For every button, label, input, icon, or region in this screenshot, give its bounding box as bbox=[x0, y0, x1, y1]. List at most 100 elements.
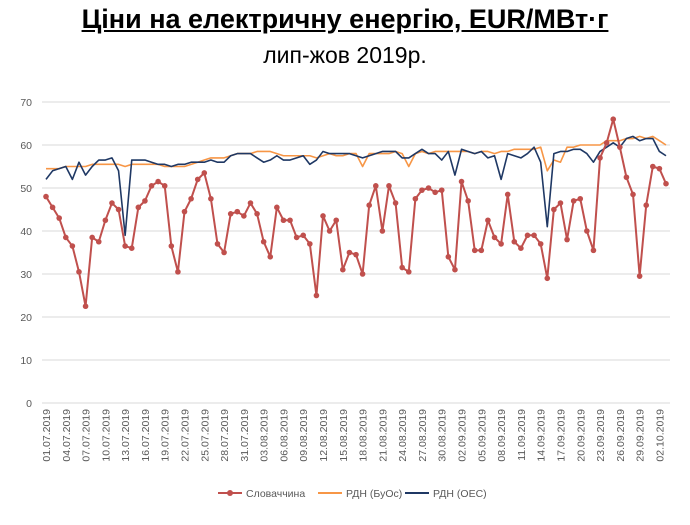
data-point bbox=[557, 200, 564, 206]
data-point bbox=[115, 206, 122, 213]
data-point bbox=[234, 208, 241, 215]
x-tick-label: 20.09.2019 bbox=[575, 409, 587, 462]
y-tick-label: 10 bbox=[20, 355, 32, 367]
y-tick-label: 0 bbox=[26, 398, 32, 410]
x-tick-label: 09.08.2019 bbox=[298, 409, 310, 462]
x-tick-label: 12.08.2019 bbox=[318, 409, 330, 462]
data-point bbox=[412, 195, 419, 202]
data-point bbox=[254, 211, 260, 217]
data-point bbox=[155, 178, 161, 185]
y-tick-label: 40 bbox=[20, 226, 32, 238]
data-point bbox=[511, 238, 518, 245]
x-tick-label: 29.09.2019 bbox=[635, 409, 647, 462]
x-tick-label: 24.08.2019 bbox=[397, 409, 409, 462]
data-point bbox=[458, 178, 465, 185]
data-point bbox=[617, 144, 623, 150]
data-point bbox=[438, 187, 445, 193]
x-tick-label: 07.07.2019 bbox=[81, 409, 93, 462]
x-tick-label: 08.09.2019 bbox=[496, 409, 508, 462]
data-point bbox=[636, 273, 643, 279]
data-point bbox=[570, 198, 577, 204]
data-point bbox=[181, 208, 188, 215]
data-point bbox=[188, 195, 194, 202]
data-point bbox=[326, 228, 333, 234]
legend: Словаччина РДН (БуОс) РДН (ОЕС) bbox=[218, 488, 487, 500]
x-tick-label: 21.08.2019 bbox=[377, 409, 389, 462]
y-tick-label: 30 bbox=[20, 269, 32, 281]
data-point bbox=[135, 204, 142, 211]
data-point bbox=[564, 236, 570, 243]
x-tick-label: 11.09.2019 bbox=[516, 409, 528, 461]
x-tick-label: 01.07.2019 bbox=[41, 409, 53, 462]
y-tick-label: 50 bbox=[20, 183, 32, 195]
data-point bbox=[346, 249, 353, 256]
data-point bbox=[247, 200, 254, 206]
series-line-2 bbox=[45, 135, 667, 237]
x-tick-label: 22.07.2019 bbox=[180, 409, 192, 462]
x-tick-label: 13.07.2019 bbox=[120, 409, 132, 462]
data-point bbox=[623, 174, 630, 181]
data-point bbox=[221, 249, 227, 256]
data-point bbox=[142, 198, 148, 204]
legend-label-1: РДН (БуОс) bbox=[346, 488, 402, 500]
data-point bbox=[656, 165, 663, 172]
x-tick-label: 27.08.2019 bbox=[417, 409, 429, 462]
y-tick-label: 60 bbox=[20, 140, 32, 152]
data-point bbox=[372, 183, 379, 189]
data-point bbox=[208, 195, 214, 202]
x-tick-label: 28.07.2019 bbox=[219, 409, 231, 462]
data-point bbox=[399, 264, 405, 271]
data-point bbox=[82, 303, 89, 310]
data-point bbox=[603, 140, 610, 146]
data-point bbox=[260, 238, 267, 245]
data-point bbox=[366, 202, 372, 208]
data-point bbox=[49, 204, 56, 211]
data-point bbox=[544, 275, 551, 282]
data-point bbox=[590, 247, 597, 254]
data-point bbox=[465, 198, 471, 204]
data-point bbox=[287, 217, 293, 224]
data-point bbox=[76, 269, 82, 275]
data-point bbox=[214, 241, 221, 247]
data-point bbox=[95, 238, 102, 245]
data-point bbox=[340, 266, 346, 273]
data-point bbox=[524, 232, 531, 239]
data-point bbox=[445, 253, 452, 260]
x-tick-label: 02.10.2019 bbox=[654, 409, 666, 462]
x-tick-label: 04.07.2019 bbox=[61, 409, 73, 462]
data-point bbox=[650, 163, 656, 170]
data-point bbox=[392, 200, 399, 206]
series-2 bbox=[45, 135, 667, 237]
series-0 bbox=[43, 116, 669, 310]
data-point bbox=[109, 200, 115, 206]
data-point bbox=[227, 211, 234, 217]
data-point bbox=[128, 245, 135, 251]
data-point bbox=[320, 213, 326, 219]
y-tick-label: 20 bbox=[20, 312, 32, 324]
data-point bbox=[307, 241, 313, 247]
data-point bbox=[630, 191, 636, 198]
data-point bbox=[498, 241, 504, 247]
data-point bbox=[432, 189, 438, 196]
data-point bbox=[353, 251, 359, 258]
data-point bbox=[313, 292, 320, 299]
data-point bbox=[148, 183, 155, 189]
y-axis-ticks: 0 10 20 30 40 50 60 70 bbox=[20, 97, 32, 410]
data-point bbox=[161, 183, 168, 189]
data-point bbox=[300, 232, 307, 239]
data-point bbox=[425, 185, 432, 191]
data-point bbox=[597, 155, 603, 161]
x-tick-label: 10.07.2019 bbox=[100, 409, 112, 462]
x-tick-label: 06.08.2019 bbox=[278, 409, 290, 462]
data-point bbox=[280, 217, 287, 224]
data-point bbox=[175, 269, 181, 275]
x-tick-label: 15.08.2019 bbox=[338, 409, 350, 462]
data-point bbox=[531, 232, 537, 239]
data-point bbox=[491, 234, 498, 241]
data-point bbox=[69, 243, 76, 249]
data-point bbox=[333, 217, 340, 224]
data-point bbox=[241, 213, 247, 219]
data-point bbox=[62, 234, 69, 241]
